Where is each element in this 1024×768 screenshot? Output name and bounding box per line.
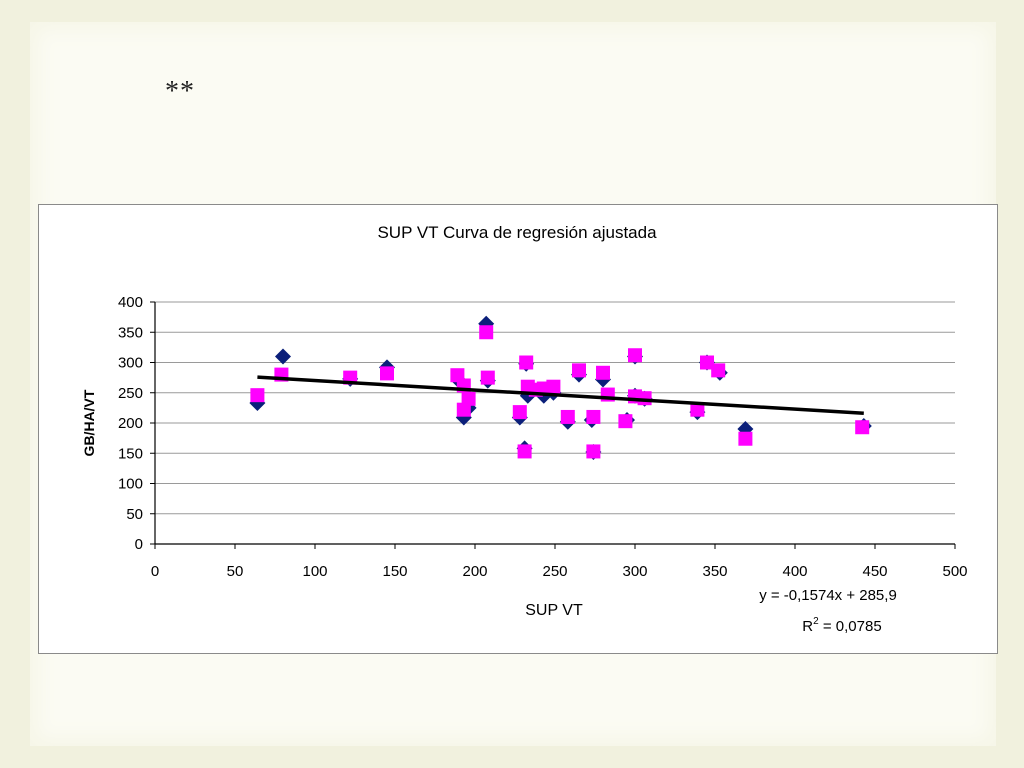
data-point-square [512,405,527,420]
data-point-square [586,409,601,424]
x-tick-label: 500 [942,563,967,580]
data-point-square [546,379,561,394]
r-squared-exponent: 2 [813,616,819,627]
r-squared-label: R [802,618,813,635]
slide-marker: ** [165,76,195,107]
chart-title: SUP VT Curva de regresión ajustada [377,223,657,242]
x-tick-label: 400 [782,563,807,580]
trend-equation: y = -0,1574x + 285,9 [759,587,897,604]
axes [150,301,956,549]
x-tick-label: 200 [462,563,487,580]
x-tick-label: 150 [382,563,407,580]
data-point-square [519,355,534,370]
x-tick-label: 50 [227,563,244,580]
x-tick-label: 250 [542,563,567,580]
data-point-square [461,391,476,406]
data-point-square [456,402,471,417]
y-tick-label: 50 [126,506,143,523]
data-point-square [690,402,705,417]
r-squared: R2 = 0,0785 [802,616,881,635]
data-point-square [711,363,726,378]
data-point-square [618,414,633,429]
trendline [257,375,864,415]
y-tick-label: 250 [118,385,143,402]
x-axis-label: SUP VT [525,602,583,619]
data-point-square [560,409,575,424]
data-point-square [596,365,610,380]
data-point-square [628,348,642,363]
data-point-square [250,388,265,403]
r-squared-value: = 0,0785 [819,618,882,635]
y-tick-label: 400 [118,294,143,311]
trendline-layer [257,375,864,415]
data-point-diamond [275,348,291,365]
data-point-square [700,355,714,370]
y-tick-label: 300 [118,355,143,372]
y-tick-label: 200 [118,415,143,432]
x-tick-label: 350 [702,563,727,580]
y-tick-label: 150 [118,445,143,462]
chart-frame: SUP VT Curva de regresión ajustada 0 50 10… [38,204,998,654]
data-point-square [738,431,753,446]
x-tick-label: 450 [862,563,887,580]
gridlines [155,301,955,515]
y-tick-label: 100 [118,476,143,493]
data-point-square [855,420,870,435]
y-tick-label: 0 [135,536,143,553]
x-tick-label: 300 [622,563,647,580]
data-points [249,315,872,461]
y-tick-labels: 0 50 100 150 200 250 300 350 400 [118,294,143,553]
data-point-square [586,444,601,459]
x-tick-labels: 0 50 100 150 200 250 300 350 400 450 500 [151,563,968,580]
y-tick-label: 350 [118,324,143,341]
x-tick-label: 100 [302,563,327,580]
data-point-square [572,363,586,378]
y-axis-label: GB/HA/VT [81,389,97,456]
x-tick-label: 0 [151,563,159,580]
data-point-square [479,325,494,340]
data-point-square [517,444,532,459]
data-point-square [380,366,394,381]
scatter-chart: SUP VT Curva de regresión ajustada 0 50 10… [81,223,968,635]
data-point-square [480,370,495,385]
